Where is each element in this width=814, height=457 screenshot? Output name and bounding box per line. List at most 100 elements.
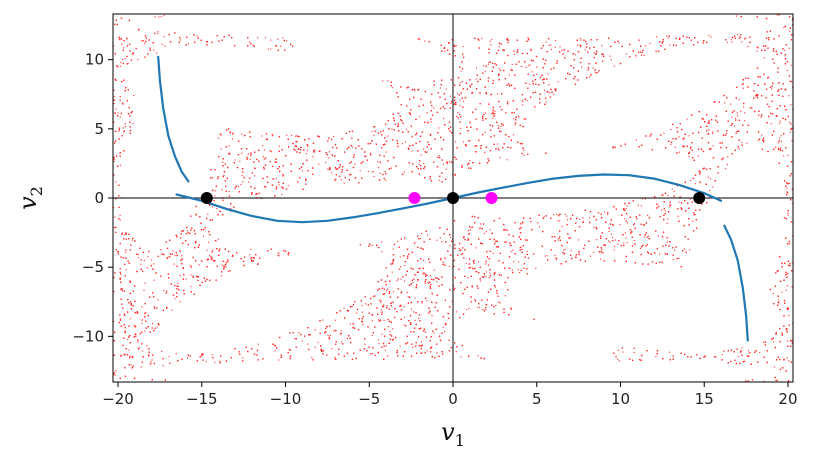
orbit-point [202,235,205,237]
orbit-point [488,277,490,279]
orbit-point [186,357,189,359]
orbit-point [479,280,482,282]
orbit-point [189,264,192,266]
orbit-point [212,177,214,179]
orbit-point [668,206,670,208]
orbit-point [333,135,335,138]
orbit-point [499,156,501,159]
orbit-point [490,113,493,115]
orbit-point [639,248,641,250]
orbit-point [407,296,409,298]
orbit-point [419,39,421,41]
orbit-point [557,81,559,83]
orbit-point [405,128,408,130]
orbit-point [127,339,129,341]
orbit-point [378,339,380,341]
orbit-point [522,104,524,106]
orbit-point [786,285,788,287]
orbit-point [137,58,139,60]
orbit-point [262,145,264,147]
orbit-point [418,268,420,270]
orbit-point [600,258,602,260]
orbit-point [223,174,225,177]
orbit-point [150,259,153,261]
orbit-point [779,122,781,124]
orbit-point [506,241,508,243]
orbit-point [206,249,208,251]
orbit-point [574,54,576,56]
orbit-point [709,190,711,192]
orbit-point [389,330,391,333]
orbit-point [277,38,279,40]
orbit-point [612,236,614,239]
orbit-point [772,292,774,295]
orbit-point [559,220,561,222]
orbit-point [431,314,433,317]
orbit-point [247,153,249,155]
orbit-point [660,209,662,211]
orbit-point [497,93,499,95]
orbit-point [228,145,230,147]
orbit-point [741,347,743,349]
orbit-point [123,131,125,133]
orbit-point [161,43,163,45]
orbit-point [361,304,363,307]
orbit-point [198,264,200,266]
orbit-point [777,147,779,149]
orbit-point [667,218,669,220]
orbit-point [177,282,179,284]
orbit-point [436,352,438,354]
orbit-point [783,155,785,157]
orbit-point [146,267,148,269]
orbit-point [484,70,486,72]
orbit-point [737,115,739,117]
orbit-point [777,142,779,144]
orbit-point [511,63,513,66]
orbit-point [531,71,533,73]
orbit-point [683,248,685,250]
orbit-point [455,351,457,353]
orbit-point [791,81,793,83]
orbit-point [776,14,778,16]
orbit-point [459,105,461,107]
orbit-point [132,122,134,125]
orbit-point [175,353,177,355]
orbit-point [328,151,330,153]
orbit-point [442,261,444,263]
orbit-point [523,149,525,152]
orbit-point [498,301,500,303]
orbit-point [485,309,487,311]
orbit-point [791,202,793,205]
orbit-point [401,143,403,145]
orbit-point [490,44,492,46]
orbit-point [222,161,224,163]
orbit-point [495,305,497,307]
orbit-point [689,249,691,251]
orbit-point [399,305,401,307]
orbit-point [448,265,450,267]
orbit-point [673,190,675,192]
orbit-point [131,239,133,241]
orbit-point [403,171,405,173]
orbit-point [712,145,714,147]
orbit-point [478,261,480,263]
orbit-point [462,141,464,143]
orbit-point [145,311,147,314]
orbit-point [377,319,380,321]
orbit-point [483,65,485,67]
orbit-point [780,135,782,137]
orbit-point [479,306,481,309]
orbit-point [730,103,732,105]
orbit-point [618,360,620,362]
orbit-point [307,343,309,345]
orbit-point [228,153,230,155]
orbit-point [557,220,559,222]
orbit-point [678,201,680,203]
orbit-point [364,343,366,345]
orbit-point [544,255,546,257]
orbit-point [712,131,714,133]
orbit-point [382,80,384,82]
orbit-point [282,37,284,39]
orbit-point [144,282,146,284]
orbit-point [322,319,324,321]
